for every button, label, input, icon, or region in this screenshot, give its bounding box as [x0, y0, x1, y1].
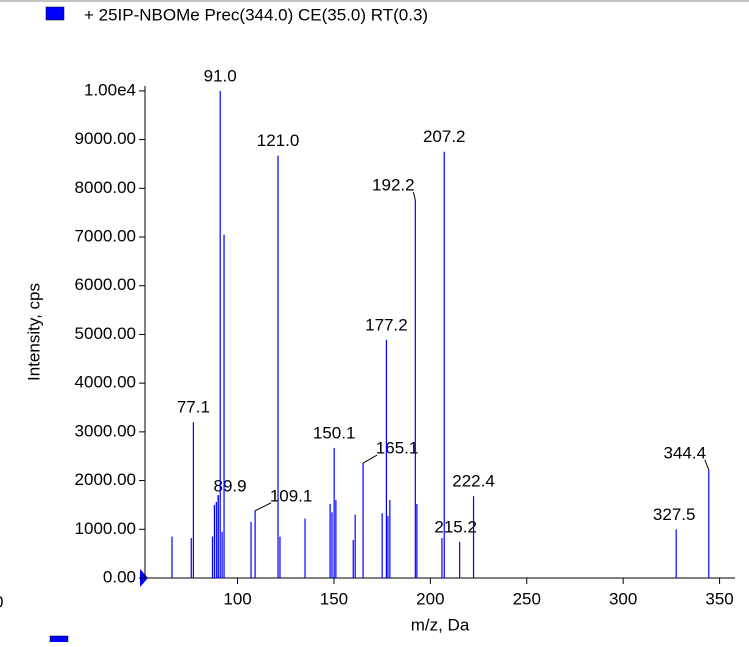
- y-tick-label: 2000.00: [75, 470, 136, 489]
- peak-label: 165.1: [376, 439, 419, 458]
- label-leader: [704, 459, 710, 471]
- legend-swatch-2: [49, 635, 69, 647]
- stray-label: 0: [0, 592, 3, 611]
- peak-label: 77.1: [177, 398, 210, 417]
- peak-label: 177.2: [365, 315, 408, 334]
- peak-label: 207.2: [423, 127, 466, 146]
- y-tick-label: 1.00e4: [84, 80, 136, 99]
- x-tick-label: 200: [416, 589, 444, 608]
- peak-label: 222.4: [452, 472, 495, 491]
- peak-label: 91.0: [204, 66, 237, 85]
- peak-label: 109.1: [270, 486, 313, 505]
- peak-label: 215.2: [434, 517, 477, 536]
- y-tick-label: 9000.00: [75, 129, 136, 148]
- peak-label: 327.5: [653, 505, 696, 524]
- y-tick-label: 6000.00: [75, 275, 136, 294]
- x-tick-label: 300: [609, 589, 637, 608]
- y-axis-label: Intensity, cps: [24, 283, 43, 381]
- y-tick-label: 4000.00: [75, 373, 136, 392]
- y-tick-label: 7000.00: [75, 226, 136, 245]
- y-tick-label: 5000.00: [75, 324, 136, 343]
- peak-label: 150.1: [313, 423, 356, 442]
- peak-label: 89.9: [214, 477, 247, 496]
- y-tick-label: 0.00: [103, 567, 136, 586]
- y-tick-label: 1000.00: [75, 519, 136, 538]
- peak-label: 192.2: [372, 175, 415, 194]
- y-tick-label: 3000.00: [75, 421, 136, 440]
- chart-title: + 25IP-NBOMe Prec(344.0) CE(35.0) RT(0.3…: [84, 5, 428, 24]
- peak-label: 344.4: [664, 443, 707, 462]
- x-tick-label: 150: [320, 589, 348, 608]
- x-tick-label: 250: [513, 589, 541, 608]
- legend-swatch: [45, 6, 65, 21]
- label-leader: [362, 454, 378, 464]
- label-leader: [412, 191, 416, 201]
- x-axis-label: m/z, Da: [411, 615, 470, 634]
- peak-label: 121.0: [257, 131, 300, 150]
- x-tick-label: 100: [223, 589, 251, 608]
- x-tick-label: 350: [705, 589, 733, 608]
- y-tick-label: 8000.00: [75, 178, 136, 197]
- label-leader: [254, 502, 272, 512]
